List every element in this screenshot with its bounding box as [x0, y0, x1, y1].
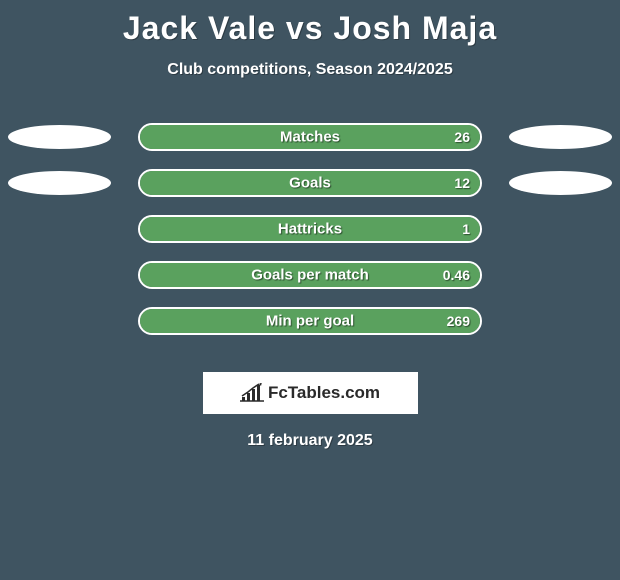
stat-bar: Goals per match 0.46: [138, 261, 482, 289]
stat-value-right: 26: [454, 129, 470, 145]
logo-content: FcTables.com: [240, 383, 380, 403]
stat-value-right: 1: [462, 221, 470, 237]
stat-row: Hattricks 1: [0, 206, 620, 252]
player2-avatar-placeholder: [509, 125, 612, 149]
stat-label: Matches: [140, 129, 480, 146]
stat-value-right: 12: [454, 175, 470, 191]
stat-row: Min per goal 269: [0, 298, 620, 344]
stat-bar: Hattricks 1: [138, 215, 482, 243]
date-text: 11 february 2025: [0, 432, 620, 450]
stat-row: Goals 12: [0, 160, 620, 206]
stat-value-right: 0.46: [443, 267, 470, 283]
player1-avatar-placeholder: [8, 171, 111, 195]
stat-bar: Goals 12: [138, 169, 482, 197]
chart-icon: [240, 383, 264, 403]
stat-label: Goals per match: [140, 267, 480, 284]
stat-label: Goals: [140, 175, 480, 192]
stat-label: Hattricks: [140, 221, 480, 238]
stat-value-right: 269: [447, 313, 470, 329]
subtitle: Club competitions, Season 2024/2025: [0, 61, 620, 79]
page-title: Jack Vale vs Josh Maja: [0, 0, 620, 47]
stats-container: Matches 26 Goals 12 Hattricks 1 Goals pe…: [0, 114, 620, 344]
stat-row: Matches 26: [0, 114, 620, 160]
stat-label: Min per goal: [140, 313, 480, 330]
stat-bar: Min per goal 269: [138, 307, 482, 335]
player2-avatar-placeholder: [509, 171, 612, 195]
stat-row: Goals per match 0.46: [0, 252, 620, 298]
player1-avatar-placeholder: [8, 125, 111, 149]
fctables-logo[interactable]: FcTables.com: [203, 372, 418, 414]
logo-text: FcTables.com: [268, 383, 380, 403]
stat-bar: Matches 26: [138, 123, 482, 151]
